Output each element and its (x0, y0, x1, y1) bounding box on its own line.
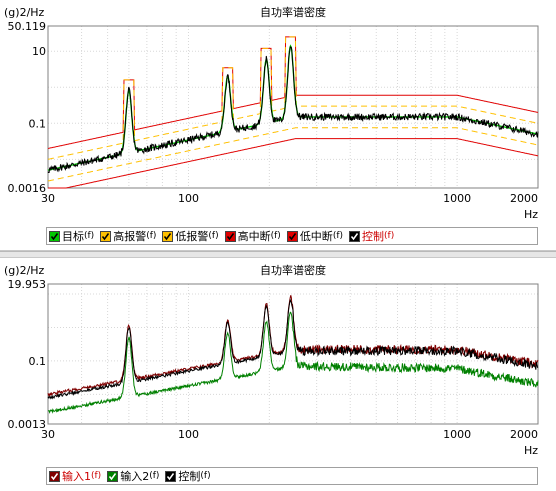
legend-bottom: 输入1 (f) 输入2 (f) 控制 (f) (46, 467, 538, 485)
chart-title: 自功率谱密度 (260, 263, 326, 277)
legend-item[interactable]: 输入2 (f) (107, 468, 159, 484)
legend-label: 低中断 (299, 230, 333, 243)
y-axis-label: (g)2/Hz (4, 264, 45, 277)
legend-label: 低报警 (175, 230, 209, 243)
y-tick-label: 10 (32, 45, 46, 58)
checkbox-check-icon[interactable] (349, 230, 361, 242)
y-top-label: 19.953 (8, 278, 47, 291)
x-tick-label: 2000 (510, 192, 538, 205)
legend-item[interactable]: 输入1 (f) (49, 468, 101, 484)
y-tick-label: 0.0016 (8, 182, 47, 195)
y-tick-label: 0.1 (29, 117, 47, 130)
series-layer (47, 36, 539, 189)
legend-top: 目标 (f) 高报警 (f) 低报警 (f) 高中断 (f) 低中断 (f) 控制 (f) (46, 227, 538, 245)
legend-label: 高报警 (113, 230, 147, 243)
legend-label: 输入1 (62, 470, 91, 483)
x-tick-label: 30 (41, 192, 55, 205)
checkbox-check-icon[interactable] (49, 230, 60, 242)
x-tick-label: 100 (178, 192, 199, 205)
legend-label: 输入2 (120, 470, 150, 483)
checkbox-check-icon[interactable] (165, 470, 177, 482)
x-tick-label: 100 (178, 428, 199, 441)
x-axis-label: Hz (524, 208, 538, 221)
x-tick-label: 1000 (443, 192, 471, 205)
legend-label: 控制 (178, 470, 201, 483)
x-tick-labels: 30 100 1000 2000 (41, 192, 538, 205)
legend-item[interactable]: 低报警 (f) (162, 228, 219, 244)
legend-label: 高中断 (237, 230, 271, 243)
x-tick-label: 1000 (443, 428, 471, 441)
legend-item[interactable]: 控制 (f) (349, 228, 394, 244)
series-high-abort (47, 36, 539, 149)
y-tick-label: 0.0013 (8, 418, 47, 431)
x-tick-labels: 30 100 1000 2000 (41, 428, 538, 441)
x-tick-label: 2000 (510, 428, 538, 441)
series-control (47, 298, 539, 400)
legend-label: 目标 (62, 230, 84, 243)
psd-panel-top: 自功率谱密度 (g)2/Hz Hz 50.119 10 0.1 0.0016 30 1… (0, 0, 556, 251)
y-axis-label: (g)2/Hz (4, 6, 45, 19)
legend-label-suffix: (f) (332, 231, 344, 241)
legend-item[interactable]: 高报警 (f) (100, 228, 156, 244)
checkbox-check-icon[interactable] (286, 230, 298, 242)
checkbox-check-icon[interactable] (100, 230, 112, 242)
plot-frame (47, 283, 539, 425)
legend-label-suffix: (f) (149, 471, 160, 481)
y-tick-labels: 10 0.1 0.0016 (8, 45, 47, 195)
legend-label-suffix: (f) (270, 231, 281, 241)
plot-frame (47, 25, 539, 189)
series-control (47, 46, 539, 173)
legend-label-suffix: (f) (208, 231, 219, 241)
checkbox-check-icon[interactable] (224, 230, 236, 242)
checkbox-check-icon[interactable] (162, 230, 174, 242)
series-input2 (47, 311, 539, 414)
legend-label: 控制 (362, 230, 385, 243)
legend-item[interactable]: 低中断 (f) (286, 228, 344, 244)
y-tick-label: 0.1 (29, 355, 47, 368)
psd-panel-bottom: 自功率谱密度 (g)2/Hz Hz 19.953 0.1 0.0013 30 100… (0, 257, 556, 491)
x-axis-label: Hz (524, 444, 538, 457)
series-layer (47, 295, 539, 414)
legend-item[interactable]: 目标 (f) (49, 228, 94, 244)
series-low-abort (48, 138, 539, 189)
checkbox-check-icon[interactable] (107, 470, 119, 482)
legend-item[interactable]: 高中断 (f) (224, 228, 281, 244)
series-low-alarm (47, 127, 539, 182)
series-high-alarm (47, 36, 539, 160)
legend-label-suffix: (f) (146, 231, 157, 241)
grid-lines (48, 26, 538, 188)
legend-label-suffix: (f) (384, 231, 395, 241)
y-top-label: 50.119 (8, 20, 47, 33)
checkbox-check-icon[interactable] (49, 470, 60, 482)
psd-chart-top[interactable]: 自功率谱密度 (g)2/Hz Hz 50.119 100.10.0016 30 1… (0, 0, 556, 224)
x-tick-label: 30 (41, 428, 55, 441)
legend-label-suffix: (f) (91, 471, 102, 481)
y-tick-labels: 0.1 0.0013 (8, 355, 47, 431)
psd-chart-bottom[interactable]: 自功率谱密度 (g)2/Hz Hz 19.953 0.1 0.0013 30 100… (0, 258, 556, 465)
legend-item[interactable]: 控制 (f) (165, 468, 211, 484)
chart-title: 自功率谱密度 (260, 5, 326, 19)
legend-label-suffix: (f) (84, 231, 95, 241)
legend-label-suffix: (f) (200, 471, 211, 481)
